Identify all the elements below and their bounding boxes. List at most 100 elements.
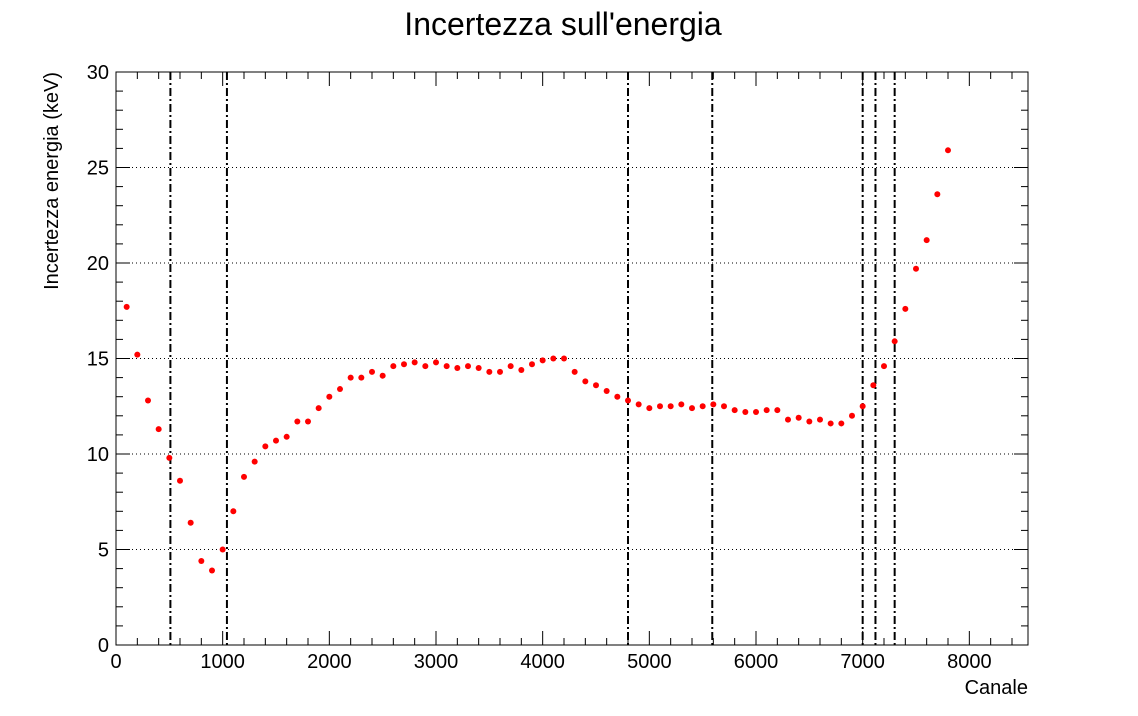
data-point [273, 437, 279, 444]
x-axis-ticks: 0 1000 2000 3000 4000 5000 6000 7000 8000 [110, 72, 1013, 673]
x-tick-label: 4000 [520, 651, 565, 673]
data-point [401, 361, 407, 368]
data-point [379, 372, 386, 379]
y-tick-label: 20 [87, 253, 109, 275]
y-tick-label: 30 [87, 62, 109, 84]
data-point [667, 403, 674, 410]
data-point [433, 359, 439, 366]
data-point [753, 408, 759, 415]
data-point [571, 368, 578, 375]
data-point [507, 363, 514, 370]
data-point [827, 420, 834, 427]
data-point [763, 407, 770, 414]
data-point [454, 365, 461, 372]
data-point [646, 405, 653, 412]
data-point [913, 265, 919, 272]
data-point [550, 355, 557, 362]
data-point [561, 355, 567, 362]
data-point [475, 365, 482, 372]
data-point [859, 403, 866, 410]
data-point [358, 374, 365, 381]
data-point [486, 368, 493, 375]
data-point [262, 443, 269, 450]
data-point [411, 359, 418, 366]
data-point [443, 363, 450, 370]
data-point [155, 426, 162, 433]
data-point [134, 351, 141, 358]
data-point [603, 387, 610, 394]
data-point [241, 473, 247, 480]
x-tick-label: 7000 [840, 651, 885, 673]
data-point [923, 237, 930, 244]
data-point [881, 363, 887, 370]
data-point [465, 363, 471, 370]
data-point [785, 416, 791, 423]
data-point [209, 567, 215, 574]
data-point [945, 147, 951, 154]
y-tick-label: 0 [98, 635, 109, 657]
data-point [721, 403, 727, 410]
data-point [123, 303, 130, 310]
data-point [710, 401, 717, 408]
x-tick-label: 1000 [200, 651, 245, 673]
data-point [849, 412, 855, 419]
data-point [422, 363, 429, 370]
data-points [123, 147, 951, 574]
data-point [230, 508, 237, 515]
x-tick-label: 5000 [627, 651, 672, 673]
data-point [635, 401, 642, 408]
data-point [689, 405, 695, 412]
y-axis-ticks: 0 5 10 15 20 25 30 [87, 62, 1028, 657]
data-point [699, 403, 706, 410]
data-point [337, 386, 343, 393]
data-point [251, 458, 258, 465]
data-point [742, 408, 749, 415]
data-point [806, 418, 813, 425]
data-point [518, 366, 525, 373]
data-point [817, 416, 823, 423]
data-point [177, 477, 183, 484]
data-point [838, 420, 845, 427]
x-axis-label: Canale [965, 677, 1028, 699]
x-tick-label: 2000 [307, 651, 352, 673]
grid-lines [116, 167, 1028, 550]
data-point [305, 418, 311, 425]
data-point [198, 557, 205, 564]
data-point [614, 393, 621, 400]
data-point [593, 382, 599, 389]
y-tick-label: 15 [87, 349, 109, 371]
data-point [326, 393, 333, 400]
data-point [657, 403, 663, 410]
data-point [390, 363, 397, 370]
y-tick-label: 25 [87, 158, 109, 180]
y-tick-label: 10 [87, 444, 109, 466]
data-point [166, 454, 173, 461]
data-point [774, 407, 781, 414]
data-point [219, 546, 226, 553]
data-point [678, 401, 685, 408]
data-point [187, 519, 194, 526]
data-point [294, 418, 301, 425]
data-point [315, 405, 322, 412]
data-point [539, 357, 546, 364]
data-point [891, 338, 898, 345]
data-point [283, 433, 290, 440]
x-tick-label: 0 [110, 651, 121, 673]
data-point [347, 374, 354, 381]
data-point [795, 414, 802, 421]
data-point [497, 368, 503, 375]
data-point [902, 305, 909, 312]
x-tick-label: 8000 [947, 651, 992, 673]
data-point [934, 191, 941, 198]
data-point [145, 397, 151, 404]
x-tick-label: 3000 [414, 651, 459, 673]
data-point [369, 368, 375, 375]
data-point [582, 378, 589, 385]
x-tick-label: 6000 [734, 651, 779, 673]
data-point [731, 407, 738, 414]
y-axis-label: Incertezza energia (keV) [41, 72, 63, 290]
data-point [529, 361, 535, 368]
y-tick-label: 5 [98, 540, 109, 562]
data-point [625, 397, 631, 404]
